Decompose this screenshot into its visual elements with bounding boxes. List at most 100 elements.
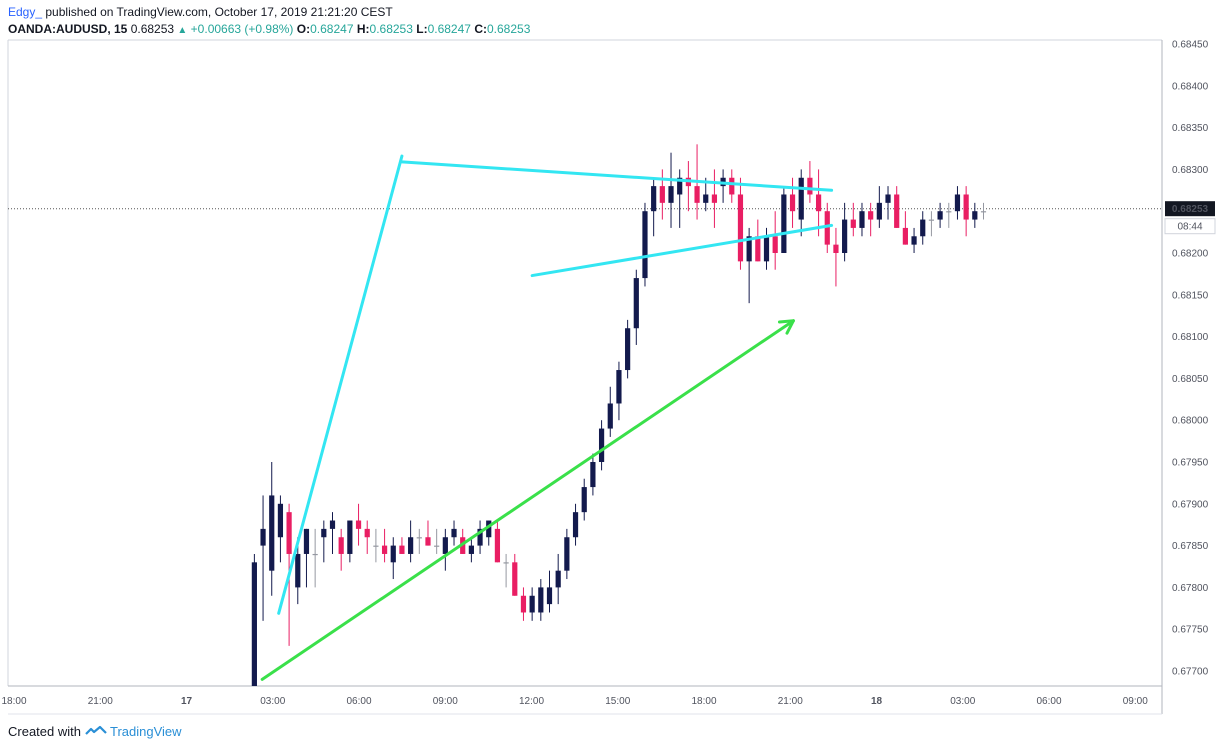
price-tick-label: 0.67700 <box>1172 667 1209 678</box>
candle-body <box>494 528 501 563</box>
candle <box>303 528 310 588</box>
candle-body <box>885 194 891 203</box>
price-tick-label: 0.68100 <box>1172 332 1209 343</box>
candle <box>321 520 327 563</box>
candle-body <box>928 219 935 221</box>
candle <box>763 227 770 270</box>
candle <box>902 211 908 245</box>
publish-line: Edgy_ published on TradingView.com, Octo… <box>8 4 530 21</box>
candle-body <box>286 512 292 554</box>
candle <box>876 186 882 228</box>
price-axis[interactable]: 0.684500.684000.683500.683000.682500.682… <box>1172 40 1209 678</box>
candle <box>607 386 613 437</box>
candle-body <box>789 194 796 212</box>
candle-body <box>824 211 830 245</box>
candle-body <box>772 236 778 253</box>
candle-body <box>781 194 787 253</box>
candle-body <box>833 244 839 253</box>
candle-body <box>260 528 266 546</box>
tradingview-brand[interactable]: TradingView <box>110 724 182 739</box>
candle <box>633 269 639 345</box>
candle-body <box>520 595 527 613</box>
candle <box>260 495 266 621</box>
candle <box>980 202 987 220</box>
candle-body <box>616 370 622 404</box>
candle <box>928 211 935 237</box>
candle <box>468 537 474 563</box>
candle <box>381 528 388 563</box>
candle-body <box>642 211 648 279</box>
symbol-label: OANDA:AUDUSD, 15 <box>8 22 128 36</box>
candle <box>451 520 457 546</box>
time-tick-label: 21:00 <box>88 696 113 707</box>
price-tick-label: 0.67900 <box>1172 499 1209 510</box>
candle-body <box>355 520 362 529</box>
candle <box>625 319 631 379</box>
candle <box>408 520 414 563</box>
candle-body <box>703 194 709 203</box>
candle-body <box>399 545 405 554</box>
candle-body <box>468 545 474 554</box>
candle-body <box>381 545 388 554</box>
candle-body <box>694 186 700 203</box>
candle <box>807 161 813 203</box>
candle-body <box>503 562 509 564</box>
candle <box>720 169 726 203</box>
candle <box>251 553 257 686</box>
price-tick-label: 0.67850 <box>1172 541 1209 552</box>
chart-header: Edgy_ published on TradingView.com, Octo… <box>8 4 530 39</box>
candle-body <box>477 528 483 546</box>
candle <box>564 528 570 580</box>
countdown-tag: 08:44 <box>1164 218 1216 235</box>
price-tick-label: 0.67800 <box>1172 583 1209 594</box>
candle-body <box>798 177 804 220</box>
candle-body <box>859 211 865 228</box>
candle-body <box>529 595 535 613</box>
candle-body <box>668 186 674 203</box>
trendline-arrow <box>260 319 795 681</box>
candle <box>824 202 830 253</box>
price-tick-label: 0.68200 <box>1172 249 1209 260</box>
price-tick-label: 0.68400 <box>1172 81 1209 92</box>
candle-body <box>755 236 761 262</box>
candle-body <box>451 528 457 538</box>
candle-body <box>329 520 336 529</box>
candle-body <box>269 495 275 571</box>
candle <box>963 186 969 237</box>
candle <box>338 528 344 571</box>
candle-body <box>807 177 813 195</box>
candle-body <box>659 186 665 203</box>
candle-body <box>711 194 718 203</box>
time-tick-label: 03:00 <box>950 696 975 707</box>
candle <box>477 520 483 554</box>
time-tick-label: 09:00 <box>1123 696 1148 707</box>
candle <box>364 520 370 554</box>
candle-body <box>677 177 683 195</box>
candle-body <box>581 487 587 513</box>
candle-body <box>338 537 344 554</box>
time-axis[interactable]: 18:00 21:00 17 03:00 06:00 09:00 12:00 15:00 18:… <box>1 696 1148 707</box>
candle-body <box>251 562 257 686</box>
price-tick-label: 0.68350 <box>1172 123 1209 134</box>
candle <box>972 202 978 228</box>
last-price: 0.68253 <box>130 22 175 36</box>
candle <box>894 186 900 228</box>
symbol-line: OANDA:AUDUSD, 15 0.68253 ▲ +0.00663 (+0.… <box>8 21 530 39</box>
candle <box>668 152 674 228</box>
candle <box>711 169 718 228</box>
candle <box>920 211 926 245</box>
candles <box>251 144 987 686</box>
candle <box>659 169 665 220</box>
author-name[interactable]: Edgy_ <box>8 5 43 19</box>
candle-body <box>946 211 952 213</box>
candle <box>399 537 405 554</box>
candle <box>772 211 778 270</box>
published-text: published on TradingView.com, October 17… <box>45 5 393 19</box>
ohlc-low-value: 0.68247 <box>427 22 471 36</box>
candle <box>312 528 318 588</box>
candle <box>598 420 605 471</box>
candle-body <box>390 545 396 563</box>
candle-body <box>321 528 327 538</box>
time-tick-label: 03:00 <box>260 696 285 707</box>
